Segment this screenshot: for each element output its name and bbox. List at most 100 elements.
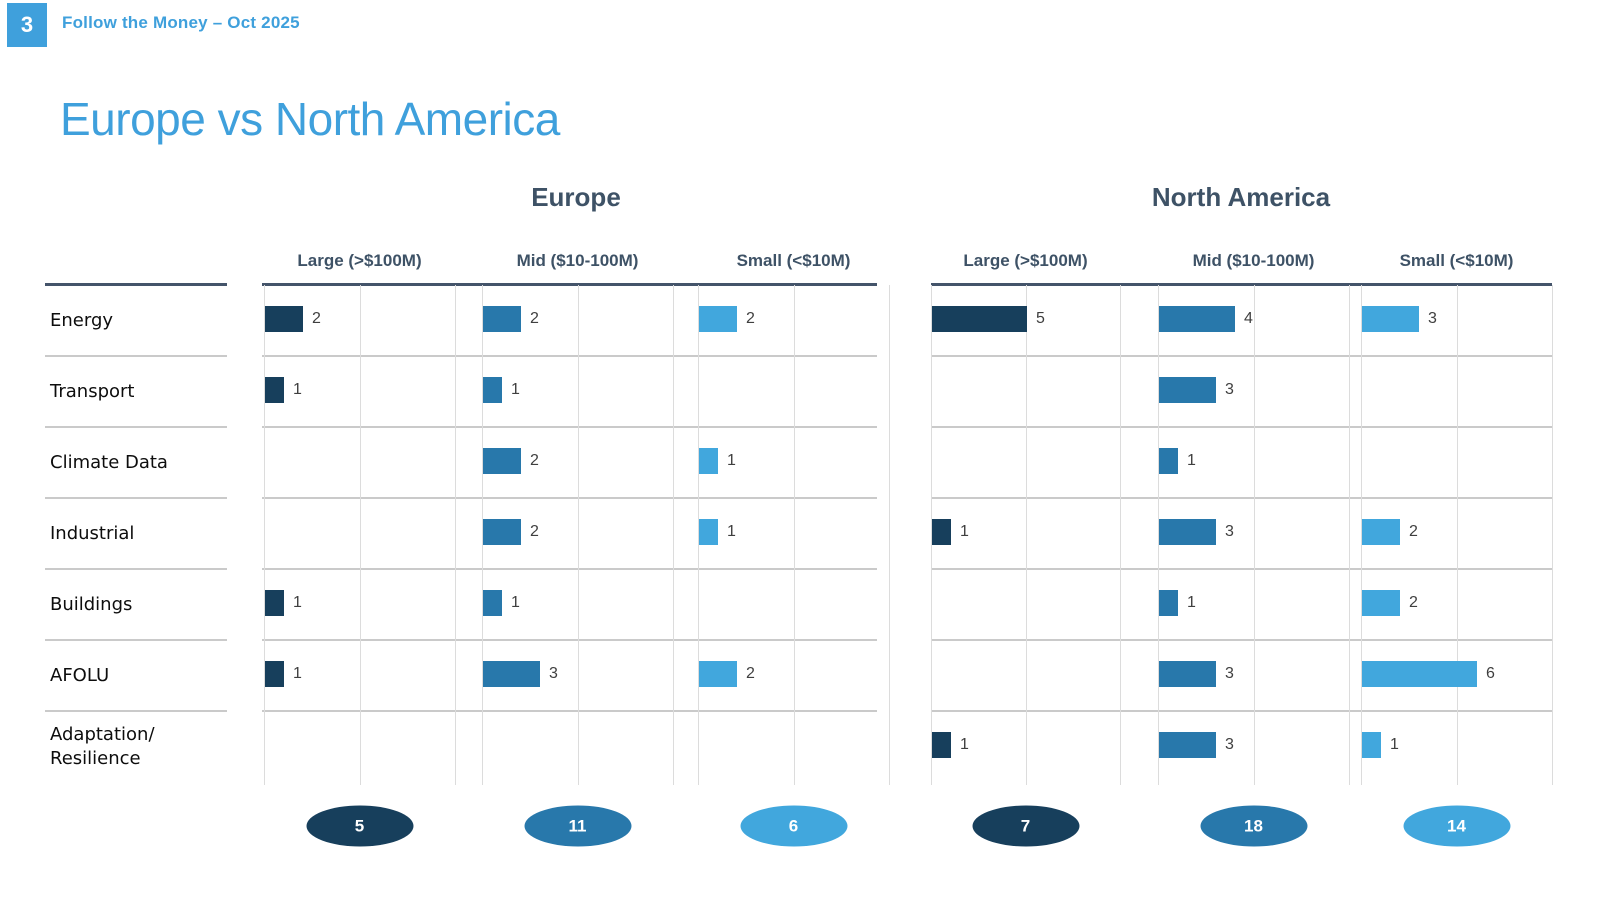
bar-value-label: 3 <box>1225 665 1234 682</box>
category-label: Transport <box>50 380 135 402</box>
bar <box>1362 519 1400 545</box>
gridline-v <box>1552 285 1553 785</box>
bar <box>1159 448 1178 474</box>
bar-value-label: 3 <box>1225 523 1234 540</box>
row-separator <box>931 497 1552 499</box>
bar-value-label: 2 <box>312 310 321 327</box>
row-separator <box>262 426 877 428</box>
gridline-v <box>455 285 456 785</box>
bar <box>1362 590 1400 616</box>
bar-value-label: 4 <box>1244 310 1253 327</box>
category-label: Industrial <box>50 522 135 544</box>
group-title-north-america: North America <box>1151 182 1331 212</box>
category-label: Adaptation/ Resilience <box>50 724 155 769</box>
bar-value-label: 1 <box>1187 594 1196 611</box>
gridline-v <box>482 285 483 785</box>
category-label: Buildings <box>50 593 133 615</box>
column-header: Large (>$100M) <box>963 251 1088 270</box>
bar <box>1362 306 1419 332</box>
total-ellipse: 7 <box>972 805 1079 847</box>
bar-value-label: 2 <box>530 452 539 469</box>
bar-value-label: 1 <box>960 736 969 753</box>
bar-value-label: 3 <box>1225 736 1234 753</box>
gridline-v <box>360 285 361 785</box>
gridline-v <box>1254 285 1255 785</box>
bar <box>1159 519 1216 545</box>
bar-value-label: 2 <box>1409 523 1418 540</box>
bar <box>1159 377 1216 403</box>
bar-value-label: 1 <box>727 523 736 540</box>
bar-value-label: 2 <box>530 523 539 540</box>
bar-value-label: 1 <box>293 594 302 611</box>
bar-value-label: 2 <box>1409 594 1418 611</box>
gridline-v <box>794 285 795 785</box>
bar-value-label: 3 <box>549 665 558 682</box>
bar-value-label: 3 <box>1428 310 1437 327</box>
gridline-v <box>1158 285 1159 785</box>
bar <box>483 661 540 687</box>
bar-value-label: 1 <box>727 452 736 469</box>
row-separator <box>45 426 227 428</box>
bar <box>265 377 284 403</box>
group-title-europe: Europe <box>531 182 621 212</box>
bar-value-label: 1 <box>293 665 302 682</box>
column-header: Mid ($10-100M) <box>1192 251 1315 270</box>
bar-value-label: 1 <box>960 523 969 540</box>
bar <box>932 306 1027 332</box>
row-separator <box>45 497 227 499</box>
bar <box>483 306 521 332</box>
bar-value-label: 1 <box>511 381 520 398</box>
table-top-border <box>45 283 227 286</box>
gridline-v <box>1120 285 1121 785</box>
bar <box>265 306 303 332</box>
row-separator <box>262 497 877 499</box>
bar <box>1362 732 1381 758</box>
gridline-v <box>889 285 890 785</box>
bar-value-label: 1 <box>1390 736 1399 753</box>
gridline-v <box>1361 285 1362 785</box>
table-top-border <box>262 283 877 286</box>
bar <box>483 377 502 403</box>
bar-value-label: 2 <box>530 310 539 327</box>
row-separator <box>45 568 227 570</box>
total-ellipse: 6 <box>740 805 847 847</box>
bar-value-label: 1 <box>1187 452 1196 469</box>
bar <box>1159 590 1178 616</box>
row-separator <box>931 710 1552 712</box>
bar <box>265 661 284 687</box>
row-separator <box>931 568 1552 570</box>
category-label: AFOLU <box>50 664 110 686</box>
row-separator <box>45 355 227 357</box>
bar <box>483 590 502 616</box>
total-ellipse: 18 <box>1200 805 1307 847</box>
slide-number: 3 <box>20 12 34 37</box>
row-separator <box>45 710 227 712</box>
bar <box>1159 661 1216 687</box>
category-label: Energy <box>50 309 114 331</box>
bar <box>483 448 521 474</box>
bar <box>483 519 521 545</box>
bar-value-label: 3 <box>1225 381 1234 398</box>
slide-number-badge: 3 <box>7 3 47 47</box>
bar-value-label: 1 <box>511 594 520 611</box>
gridline-v <box>264 285 265 785</box>
row-separator <box>262 355 877 357</box>
bar-value-label: 2 <box>746 665 755 682</box>
row-separator <box>262 710 877 712</box>
bar <box>932 732 951 758</box>
bar <box>699 661 737 687</box>
bar-value-label: 6 <box>1486 665 1495 682</box>
gridline-v <box>931 285 932 785</box>
total-ellipse: 11 <box>524 805 631 847</box>
column-header: Large (>$100M) <box>297 251 422 270</box>
gridline-v <box>1349 285 1350 785</box>
bar <box>699 306 737 332</box>
bar <box>699 519 718 545</box>
row-separator <box>931 426 1552 428</box>
gridline-v <box>673 285 674 785</box>
slide-title: Europe vs North America <box>60 93 560 145</box>
table-top-border <box>931 283 1552 286</box>
total-ellipse: 14 <box>1403 805 1510 847</box>
row-separator <box>931 355 1552 357</box>
